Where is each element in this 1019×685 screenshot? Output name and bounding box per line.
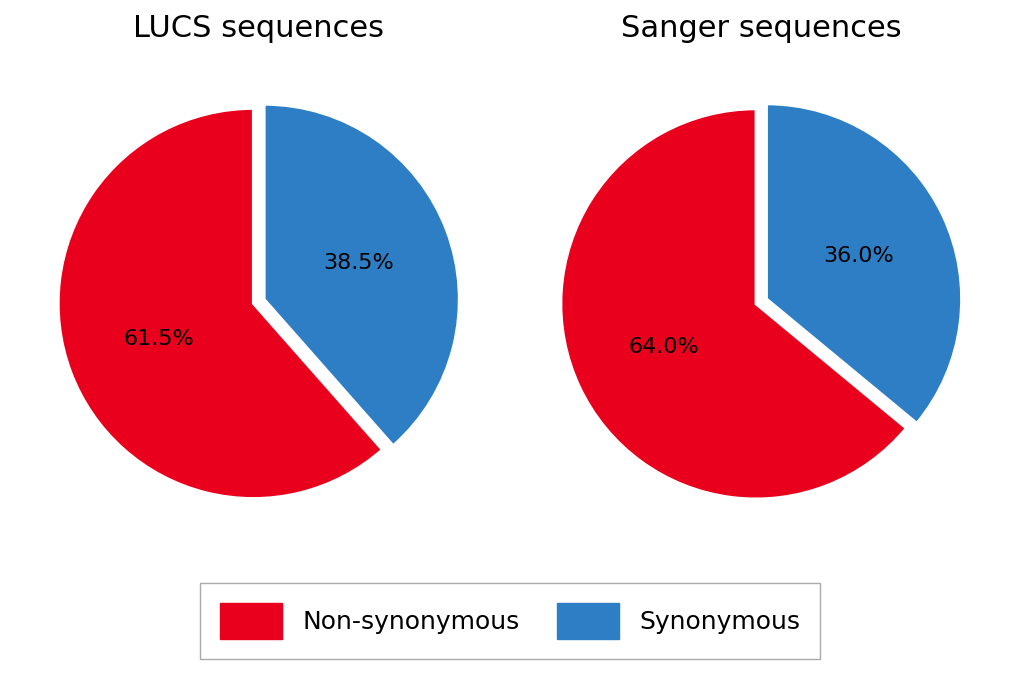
Text: 61.5%: 61.5% [123,329,194,349]
Wedge shape [264,104,459,446]
Wedge shape [766,104,961,423]
Text: 36.0%: 36.0% [822,246,893,266]
Text: 38.5%: 38.5% [323,253,394,273]
Wedge shape [58,108,382,499]
Legend: Non-synonymous, Synonymous: Non-synonymous, Synonymous [200,584,819,659]
Title: Sanger sequences: Sanger sequences [621,14,901,43]
Text: 64.0%: 64.0% [629,337,699,357]
Title: LUCS sequences: LUCS sequences [133,14,384,43]
Wedge shape [560,109,905,499]
